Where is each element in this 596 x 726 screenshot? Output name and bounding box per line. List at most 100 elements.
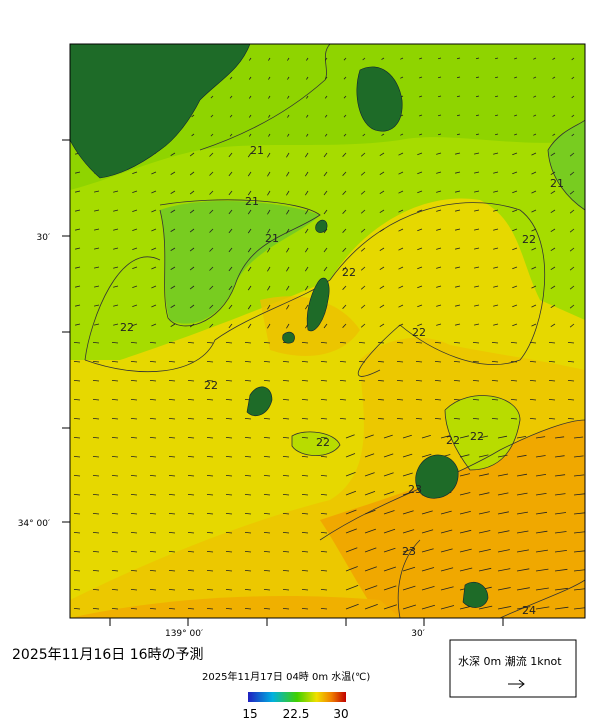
current-arrow xyxy=(440,435,451,439)
current-arrow xyxy=(301,513,309,515)
lon-label: 30′ xyxy=(411,629,425,639)
current-arrow xyxy=(286,171,290,177)
current-arrow xyxy=(268,57,271,61)
current-arrow xyxy=(247,323,252,329)
current-arrow xyxy=(323,171,328,177)
current-arrow xyxy=(301,380,309,382)
current-arrow xyxy=(453,380,461,382)
current-arrow xyxy=(151,285,157,289)
current-arrow xyxy=(512,323,518,327)
current-arrow xyxy=(571,57,575,61)
current-arrow xyxy=(244,380,252,382)
current-arrow xyxy=(459,511,471,515)
current-arrow xyxy=(512,285,518,289)
current-arrow xyxy=(436,323,442,326)
current-arrow xyxy=(244,418,252,420)
current-arrow xyxy=(248,133,252,137)
current-arrow xyxy=(113,323,119,326)
current-arrow xyxy=(529,342,537,344)
current-arrow xyxy=(478,492,490,496)
current-arrow xyxy=(567,361,575,363)
current-arrow xyxy=(402,510,414,515)
current-arrow xyxy=(459,435,469,439)
current-arrow xyxy=(491,399,499,401)
current-arrow xyxy=(111,570,119,572)
current-arrow xyxy=(512,266,518,270)
current-arrow xyxy=(206,551,214,553)
current-arrow xyxy=(421,548,434,553)
current-arrow xyxy=(113,285,119,288)
current-arrow xyxy=(170,190,176,194)
map-area: 21 21 21 21 22 22 22 22 22 22 22 22 23 2… xyxy=(70,44,585,618)
current-arrow xyxy=(510,399,518,401)
current-arrow xyxy=(209,171,214,176)
current-arrow xyxy=(493,171,499,174)
current-arrow xyxy=(554,550,567,553)
current-arrow xyxy=(548,418,556,420)
current-arrow xyxy=(554,587,568,591)
current-arrow xyxy=(514,133,518,136)
current-arrow xyxy=(345,547,358,553)
current-arrow xyxy=(130,342,138,344)
current-arrow xyxy=(358,380,366,382)
current-arrow xyxy=(94,209,100,212)
current-arrow xyxy=(402,548,415,553)
current-arrow xyxy=(209,209,214,214)
current-arrow xyxy=(573,569,585,572)
current-arrow xyxy=(472,361,480,363)
current-arrow xyxy=(571,95,575,99)
current-arrow xyxy=(168,608,176,610)
current-arrow xyxy=(535,530,548,534)
current-arrow xyxy=(111,380,119,382)
current-arrow xyxy=(398,209,404,213)
current-arrow xyxy=(567,399,575,401)
current-arrow xyxy=(396,399,404,401)
current-arrow xyxy=(263,361,271,363)
current-arrow xyxy=(132,266,138,269)
current-arrow xyxy=(94,266,100,269)
current-arrow xyxy=(209,266,214,271)
current-arrow xyxy=(455,190,461,193)
current-arrow xyxy=(571,133,575,137)
current-arrow xyxy=(170,152,176,156)
current-arrow xyxy=(168,418,176,420)
current-arrow xyxy=(476,76,480,79)
current-arrow xyxy=(189,247,195,252)
current-arrow xyxy=(455,152,461,155)
current-arrow xyxy=(187,551,195,553)
current-arrow xyxy=(417,190,423,194)
colorbar-label: 15 xyxy=(242,707,257,721)
current-arrow xyxy=(514,114,518,117)
current-arrow xyxy=(360,209,366,214)
current-arrow xyxy=(569,190,575,195)
current-arrow xyxy=(402,491,414,496)
current-arrow xyxy=(436,190,442,193)
current-arrow xyxy=(493,190,499,193)
current-arrow xyxy=(512,152,518,156)
colorbar-label: 30 xyxy=(333,707,348,721)
current-arrow xyxy=(111,513,119,515)
current-arrow xyxy=(244,570,252,572)
current-arrow xyxy=(228,190,233,196)
current-arrow xyxy=(345,528,357,534)
current-arrow xyxy=(569,285,575,290)
current-arrow xyxy=(187,532,195,534)
current-arrow xyxy=(320,494,328,496)
current-arrow xyxy=(476,133,480,136)
current-arrow xyxy=(301,418,309,420)
current-arrow xyxy=(168,589,176,591)
current-arrow xyxy=(478,605,493,610)
current-arrow xyxy=(287,76,290,80)
current-arrow xyxy=(531,304,537,308)
current-arrow xyxy=(111,399,119,401)
current-arrow xyxy=(550,247,556,252)
current-arrow xyxy=(512,304,518,308)
current-arrow xyxy=(301,399,309,401)
current-arrow xyxy=(149,608,157,610)
current-arrow xyxy=(342,323,347,328)
current-arrow xyxy=(248,57,252,61)
current-arrow xyxy=(151,323,157,327)
current-arrow xyxy=(417,304,423,308)
current-arrow xyxy=(130,570,138,572)
current-arrow xyxy=(130,361,138,363)
